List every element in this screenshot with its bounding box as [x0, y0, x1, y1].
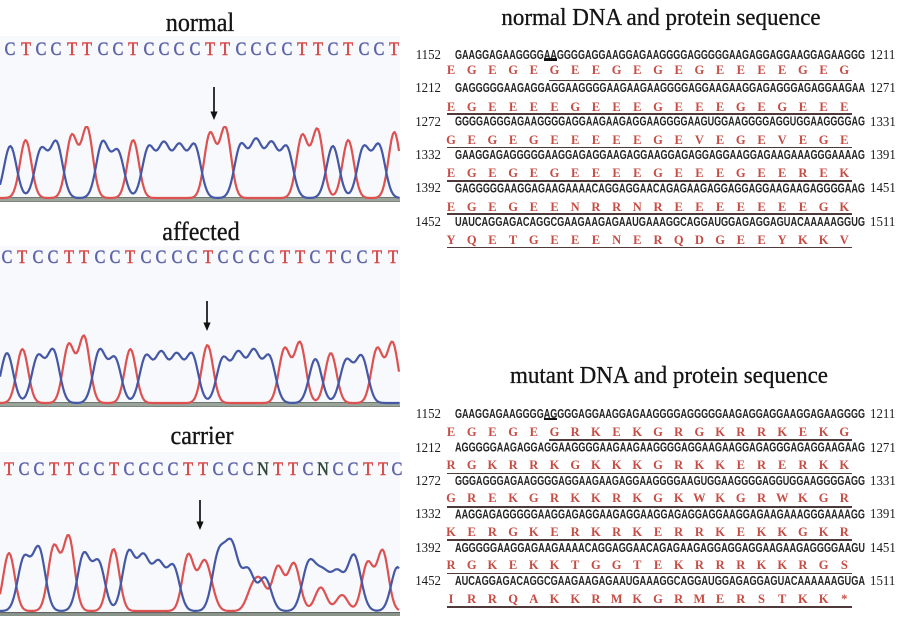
svg-text:GAAGGAGAAGGGGAGGGGAGGAAGGAGAAG: GAAGGAGAAGGGGAGGGGAGGAAGGAGAAGGGGAGGGGGA…	[455, 406, 865, 421]
svg-text:AGGGGGAAGAGGAGGAAGGGGAAGAAGAAG: AGGGGGAAGAGGAGGAAGGGGAAGAAGAAGGGGAGGAAGA…	[455, 440, 865, 455]
svg-text:GAGGGGGAAGGAGAAGAAAACAGGAGGAAC: GAGGGGGAAGGAGAAGAAAACAGGAGGAACAGAGAAGAGG…	[455, 180, 865, 195]
svg-text:GGGGAGGGAGAAGGGGAGGAAGAAGAGGAA: GGGGAGGGAGAAGGGGAGGAAGAAGAGGAAGGGGAAGUGG…	[455, 114, 865, 129]
svg-text:GAAGGAGAAGGGGAAGGGGAGGAAGGAGAA: GAAGGAGAAGGGGAAGGGGAGGAAGGAGAAGGGGAGGGGG…	[455, 47, 865, 62]
svg-text:AAGGAGAGGGGGAAGGAGAGGAAGAGGAAG: AAGGAGAGGGGGAAGGAGAGGAAGAGGAAGGAGAGGAGGA…	[455, 506, 865, 521]
svg-text:UAUCAGGAGACAGGCGAAGAAGAGAAUGAA: UAUCAGGAGACAGGCGAAGAAGAGAAUGAAAGGCAGGAUG…	[455, 214, 865, 229]
svg-text:AGGGGGAAGGAGAAGAAAACAGGAGGAACA: AGGGGGAAGGAGAAGAAAACAGGAGGAACAGAGAAGAGGA…	[455, 540, 865, 555]
svg-text:GAAGGAGAGGGGGAAGGAGAGGAAGAGGAA: GAAGGAGAGGGGGAAGGAGAGGAAGAGGAAGGAGAGGAGG…	[455, 147, 865, 162]
svg-text:GGGAGGGAGAAGGGGAGGAAGAAGAGGAAG: GGGAGGGAGAAGGGGAGGAAGAAGAGGAAGGGGAAGUGGA…	[455, 473, 865, 488]
svg-text:AUCAGGAGACAGGCGAAGAAGAGAAUGAAA: AUCAGGAGACAGGCGAAGAAGAGAAUGAAAGGCAGGAUGG…	[455, 573, 865, 588]
svg-text:GAGGGGGAAGAGGAGGAAGGGGAAGAAGAA: GAGGGGGAAGAGGAGGAAGGGGAAGAAGAAGGGGAGGAAG…	[455, 80, 865, 95]
